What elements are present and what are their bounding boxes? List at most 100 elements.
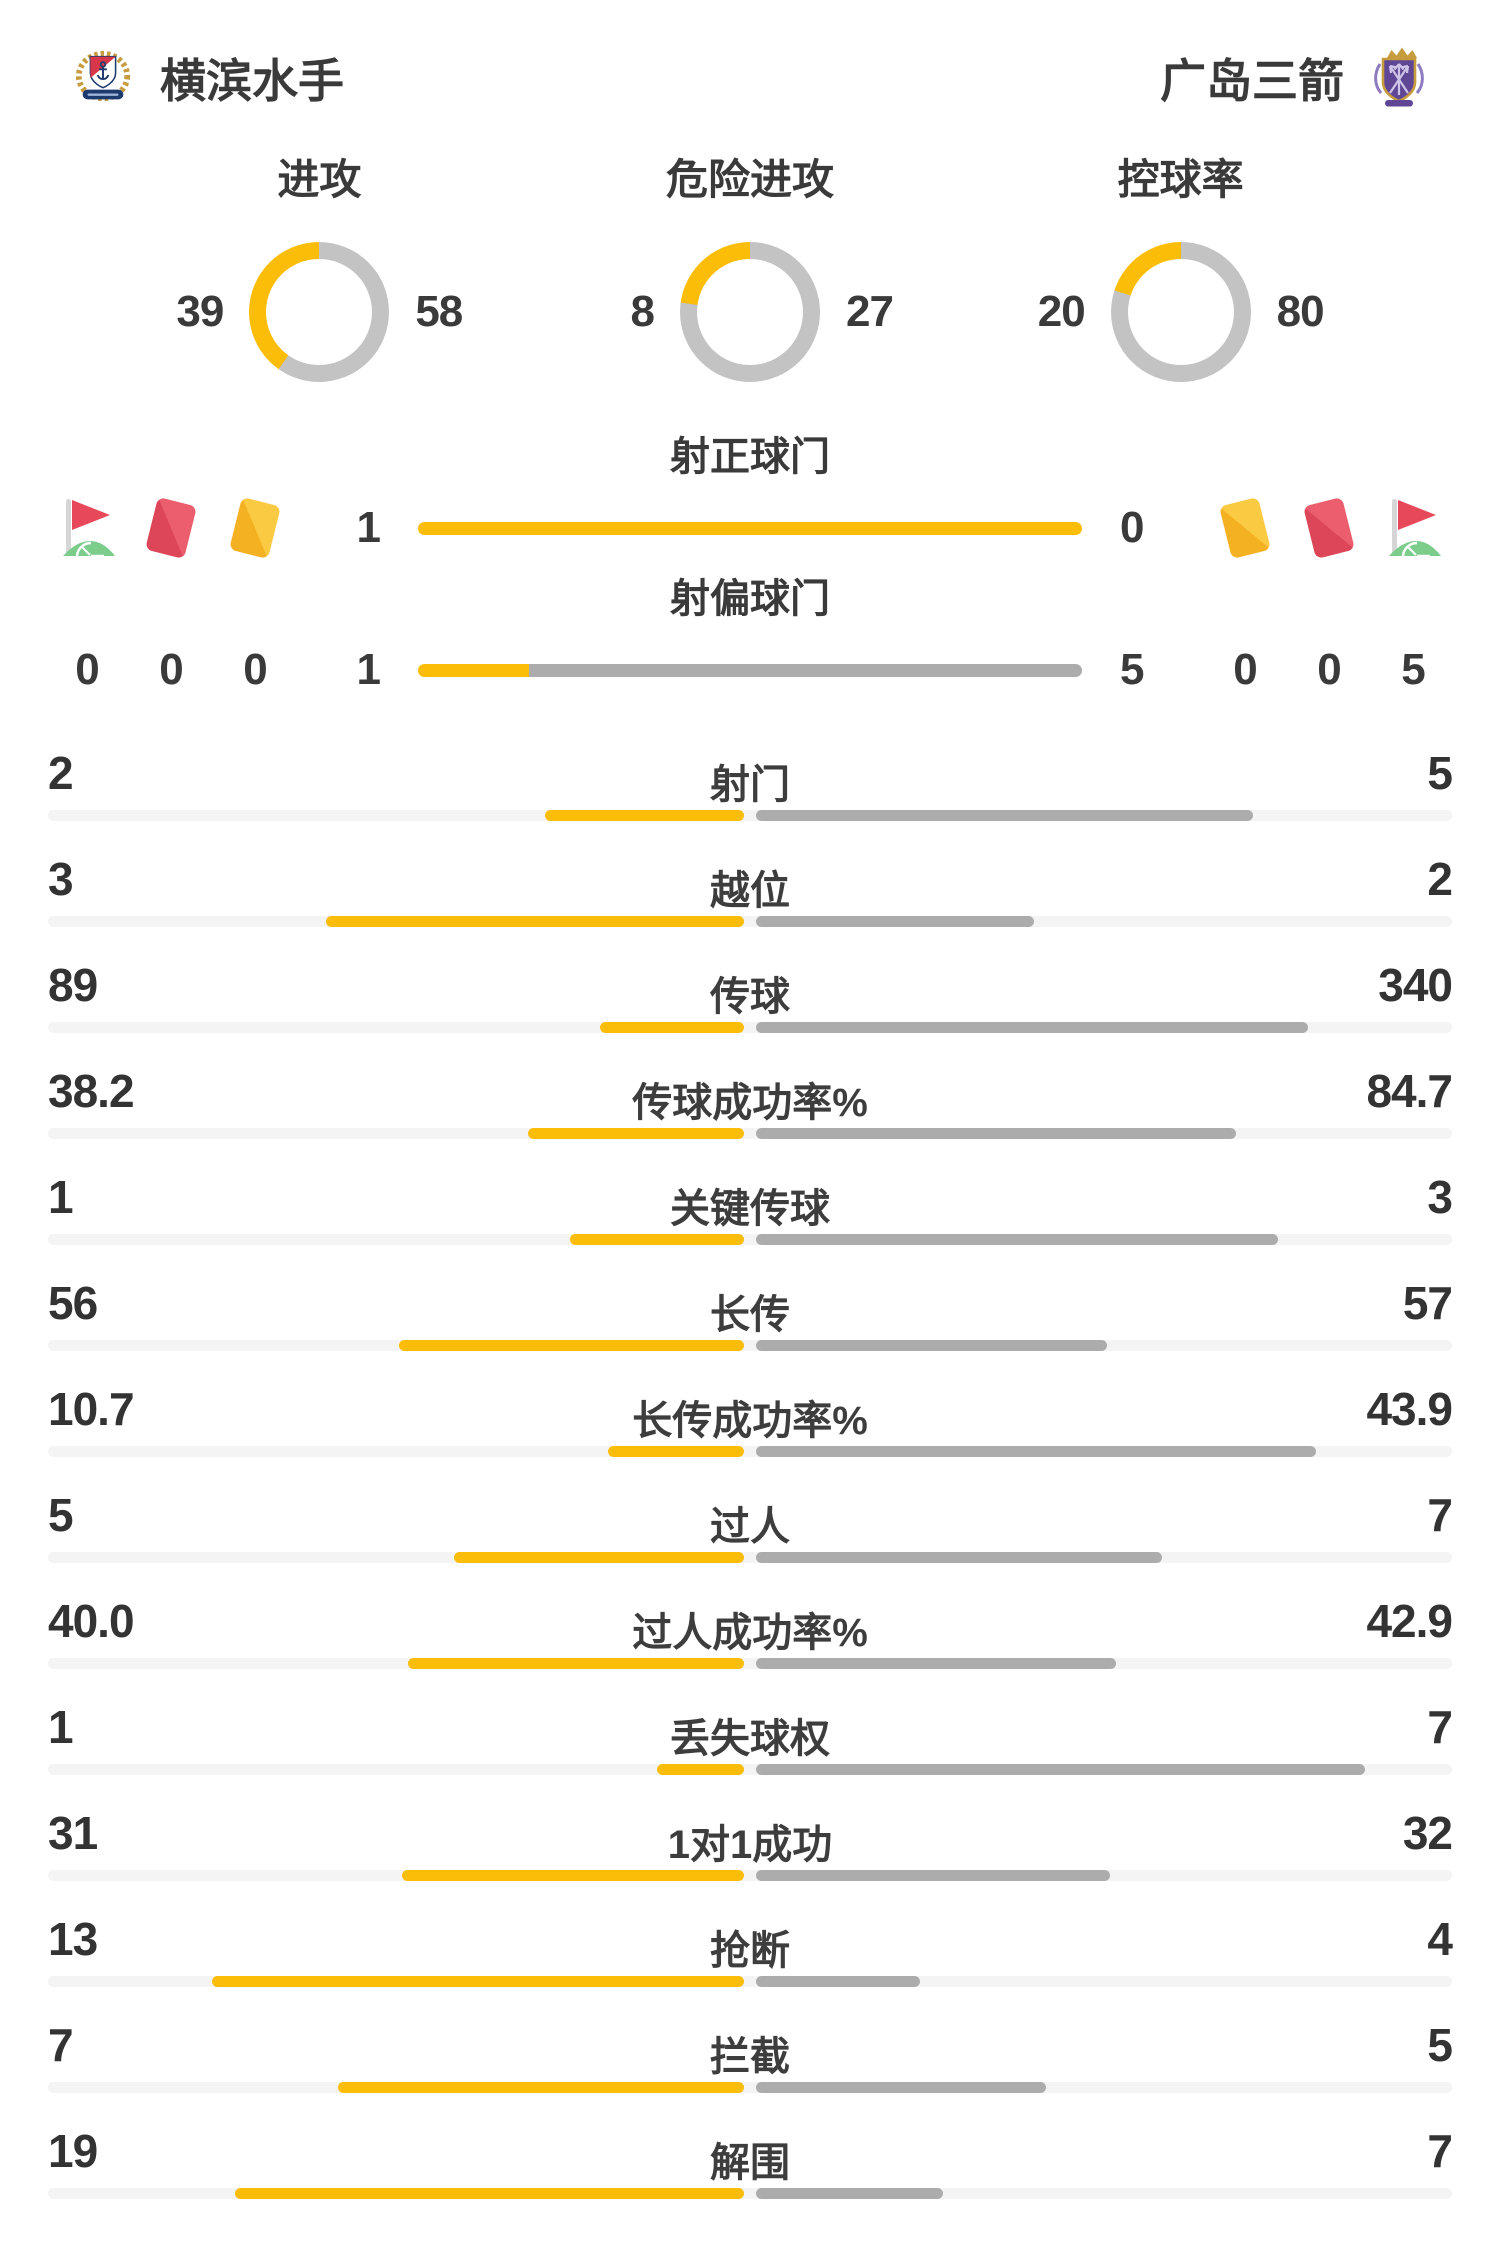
stat-label: 解围 <box>710 2141 790 2185</box>
stat-home-value: 1 <box>48 1171 74 1223</box>
stat-away-bar <box>756 1552 1162 1563</box>
header: 横滨水手 广岛三箭 <box>0 45 1500 111</box>
stat-home-value: 2 <box>48 747 74 799</box>
shots-on-target-home-bar <box>418 521 1082 535</box>
stat-away-bar <box>756 1234 1278 1245</box>
stat-away-bar <box>756 1658 1117 1669</box>
stat-home-value: 1 <box>48 1701 74 1753</box>
stat-row: 1 丢失球权 7 <box>0 1690 1500 1796</box>
stats-list: 2 射门 5 3 越位 2 89 传球 340 38.2 <box>0 736 1500 2220</box>
stat-row: 3 越位 2 <box>0 842 1500 948</box>
stat-bar-track <box>48 1234 1452 1245</box>
stat-bar-track <box>48 1552 1452 1563</box>
stat-away-bar <box>756 810 1254 821</box>
stat-bar-track <box>48 810 1452 821</box>
stat-row: 7 拦截 5 <box>0 2008 1500 2114</box>
stat-home-bar <box>527 1128 744 1139</box>
away-team-name: 广岛三箭 <box>1160 55 1344 107</box>
stat-away-value: 7 <box>1427 2125 1453 2177</box>
stat-away-bar <box>756 1446 1316 1457</box>
stat-away-bar <box>756 1022 1308 1033</box>
stat-away-value: 7 <box>1427 1701 1453 1753</box>
stat-away-value: 7 <box>1427 1489 1453 1541</box>
home-team-logo <box>75 50 131 102</box>
stat-bar-track <box>48 1446 1452 1457</box>
stat-away-bar <box>756 1976 920 1987</box>
donut-home-value: 39 <box>176 287 224 336</box>
home-corner-flag-icon <box>48 497 126 559</box>
stat-away-value: 3 <box>1427 1171 1453 1223</box>
away-team[interactable]: 广岛三箭 <box>1160 45 1428 111</box>
stat-away-value: 5 <box>1427 2019 1453 2071</box>
shots-off-target-home-value: 1 <box>356 645 381 694</box>
stat-row: 31 1对1成功 32 <box>0 1796 1500 1902</box>
stat-away-bar <box>756 1340 1108 1351</box>
shots-on-target-title: 射正球门 <box>670 435 830 479</box>
stat-bar-track <box>48 1340 1452 1351</box>
stat-home-bar <box>399 1340 744 1351</box>
shots-on-target-row: 1 0 <box>48 482 1452 574</box>
shots-on-target-home-value: 1 <box>356 503 381 552</box>
stat-home-bar <box>545 810 744 821</box>
shots-on-target-bar <box>418 521 1082 535</box>
stat-away-bar <box>756 1764 1365 1775</box>
stat-row: 10.7 长传成功率% 43.9 <box>0 1372 1500 1478</box>
donut-away-value: 58 <box>415 287 463 336</box>
stat-bar-track <box>48 2082 1452 2093</box>
stat-label: 拦截 <box>710 2035 790 2079</box>
stat-bar-track <box>48 1976 1452 1987</box>
shots-off-target-bar <box>418 663 1082 677</box>
stat-label: 关键传球 <box>670 1187 830 1231</box>
shots-off-target-title: 射偏球门 <box>670 577 830 621</box>
home-yellow-cards-count: 0 <box>243 645 267 694</box>
away-yellow-card-icon <box>1206 496 1284 560</box>
attacks-donut-chart <box>249 242 390 382</box>
donut-dangerous-attacks: 危险进攻 8 27 <box>535 154 966 382</box>
shots-off-target-home-bar <box>418 663 529 677</box>
away-corners-count: 5 <box>1401 645 1425 694</box>
away-red-cards-count: 0 <box>1317 645 1341 694</box>
away-red-card-icon <box>1290 496 1368 560</box>
stat-bar-track <box>48 916 1452 927</box>
stat-away-value: 84.7 <box>1366 1065 1453 1117</box>
stat-home-value: 7 <box>48 2019 74 2071</box>
stat-away-bar <box>756 2188 944 2199</box>
stat-home-bar <box>401 1870 744 1881</box>
stat-label: 丢失球权 <box>670 1717 830 1761</box>
donut-away-value: 80 <box>1276 287 1325 336</box>
stat-row: 5 过人 7 <box>0 1478 1500 1584</box>
stat-home-value: 40.0 <box>48 1595 135 1647</box>
stat-home-value: 3 <box>48 853 74 905</box>
stat-home-value: 31 <box>48 1807 98 1859</box>
stat-away-bar <box>756 1128 1236 1139</box>
stat-label: 长传成功率% <box>632 1399 868 1443</box>
stat-row: 89 传球 340 <box>0 948 1500 1054</box>
stat-home-value: 38.2 <box>48 1065 135 1117</box>
stat-home-bar <box>408 1658 744 1669</box>
home-yellow-card-icon <box>216 496 294 560</box>
stat-home-bar <box>599 1022 744 1033</box>
away-yellow-cards-count: 0 <box>1233 645 1257 694</box>
stat-bar-track <box>48 1128 1452 1139</box>
stat-bar-track <box>48 2188 1452 2199</box>
donut-title: 进攻 <box>277 156 362 203</box>
stat-bar-track <box>48 1658 1452 1669</box>
stat-away-value: 4 <box>1427 1913 1453 1965</box>
stat-label: 射门 <box>710 763 790 807</box>
stat-home-bar <box>657 1764 744 1775</box>
stat-away-bar <box>756 2082 1046 2093</box>
stat-away-value: 2 <box>1427 853 1453 905</box>
stat-home-bar <box>607 1446 744 1457</box>
stat-home-value: 19 <box>48 2125 98 2177</box>
donut-row: 8 27 <box>562 242 938 382</box>
donut-title: 危险进攻 <box>666 156 835 203</box>
stat-label: 传球成功率% <box>632 1081 868 1125</box>
possession-donut-chart <box>1110 242 1251 382</box>
home-team[interactable]: 横滨水手 <box>72 45 344 111</box>
away-corner-flag-icon <box>1374 497 1452 559</box>
stat-away-bar <box>756 1870 1110 1881</box>
stat-away-value: 42.9 <box>1366 1595 1453 1647</box>
shots-on-target-away-value: 0 <box>1120 503 1144 552</box>
stat-away-bar <box>756 916 1035 927</box>
shots-off-target-row: 0 0 0 1 5 0 0 5 <box>48 624 1452 716</box>
